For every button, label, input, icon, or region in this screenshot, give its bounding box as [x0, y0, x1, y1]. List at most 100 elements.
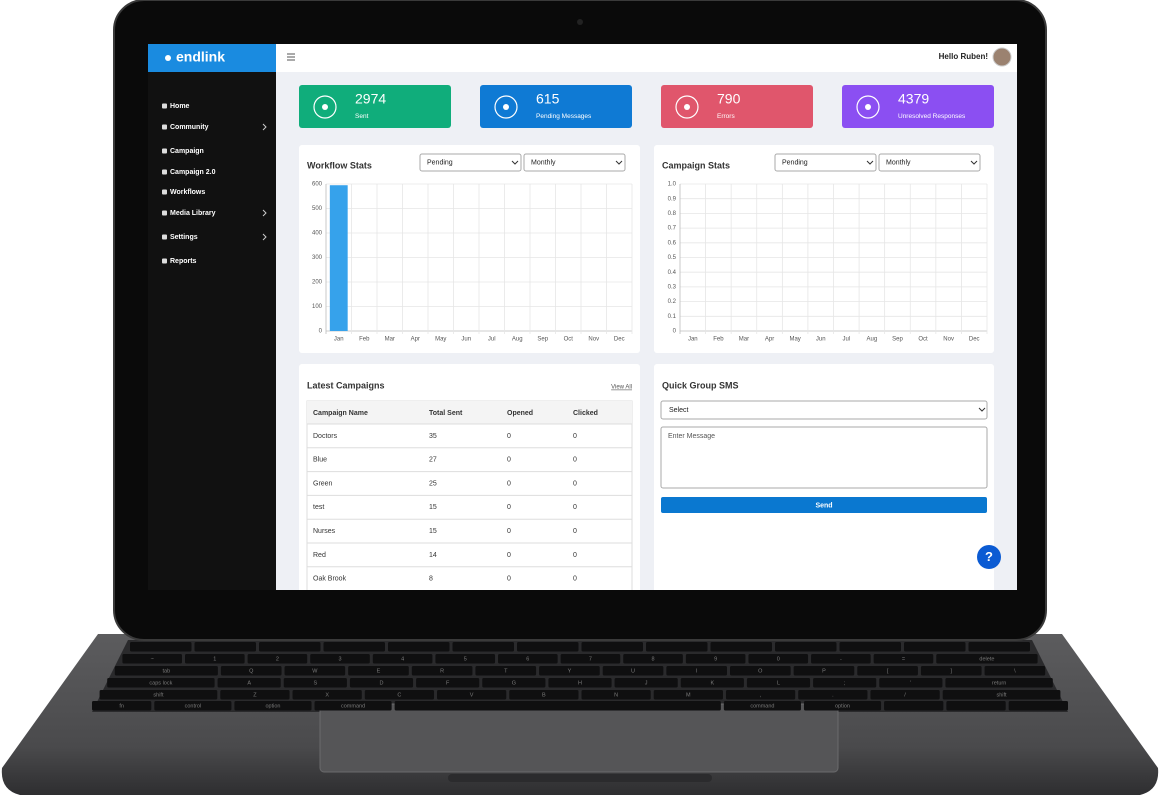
key[interactable] [798, 690, 868, 700]
key[interactable] [748, 654, 809, 664]
key[interactable] [247, 654, 308, 664]
key[interactable] [217, 678, 281, 688]
key[interactable] [482, 678, 546, 688]
key[interactable] [539, 666, 600, 676]
nav-item[interactable]: Media Library [170, 210, 216, 217]
key[interactable] [646, 642, 708, 652]
key[interactable] [793, 666, 855, 676]
nav-item[interactable]: Community [170, 124, 209, 131]
send-button[interactable] [661, 497, 987, 513]
key[interactable] [314, 701, 392, 711]
chart-filter[interactable] [878, 153, 981, 172]
key[interactable] [710, 642, 773, 652]
key[interactable] [349, 678, 414, 688]
key[interactable] [879, 678, 943, 688]
key[interactable] [857, 666, 918, 676]
key[interactable] [114, 666, 218, 676]
key[interactable] [220, 666, 282, 676]
key[interactable] [870, 690, 940, 700]
key[interactable] [746, 678, 811, 688]
key[interactable] [259, 642, 321, 652]
key[interactable] [372, 654, 433, 664]
key[interactable] [602, 666, 664, 676]
key[interactable] [723, 701, 801, 711]
avatar[interactable] [992, 47, 1012, 67]
key[interactable] [517, 642, 579, 652]
key[interactable] [946, 701, 1006, 711]
key[interactable] [292, 690, 362, 700]
key[interactable] [234, 701, 312, 711]
key[interactable] [364, 690, 435, 700]
key[interactable] [348, 666, 409, 676]
key[interactable] [452, 642, 515, 652]
group-select[interactable] [660, 400, 988, 420]
key[interactable] [623, 654, 683, 664]
key[interactable] [839, 642, 902, 652]
key[interactable] [283, 678, 347, 688]
key[interactable] [388, 642, 450, 652]
key[interactable] [813, 678, 877, 688]
chart-filter[interactable] [523, 153, 626, 172]
nav-item[interactable]: Home [170, 103, 190, 110]
view-all-link[interactable]: View All [611, 385, 632, 391]
key[interactable] [775, 642, 837, 652]
key[interactable] [284, 666, 346, 676]
nav-item[interactable]: Campaign [170, 148, 204, 155]
brand[interactable]: endlink [176, 49, 225, 65]
key[interactable] [92, 701, 152, 711]
key[interactable] [666, 666, 728, 676]
nav-item[interactable]: Settings [170, 234, 198, 241]
key[interactable] [984, 666, 1046, 676]
key[interactable] [437, 690, 507, 700]
stat-card[interactable] [299, 85, 451, 128]
key[interactable] [873, 654, 934, 664]
key[interactable] [394, 701, 721, 711]
key[interactable] [498, 654, 558, 664]
key[interactable] [107, 678, 215, 688]
key[interactable] [475, 666, 537, 676]
key[interactable] [936, 654, 1038, 664]
key[interactable] [680, 678, 744, 688]
key[interactable] [411, 666, 473, 676]
help-button[interactable] [977, 545, 1001, 569]
key[interactable] [154, 701, 232, 711]
stat-card[interactable] [842, 85, 994, 128]
key[interactable] [725, 690, 796, 700]
nav-item[interactable]: Campaign 2.0 [170, 169, 216, 176]
key[interactable] [730, 666, 791, 676]
key[interactable] [548, 678, 612, 688]
key[interactable] [653, 690, 723, 700]
key[interactable] [1008, 701, 1068, 711]
stat-card[interactable] [480, 85, 632, 128]
message-input[interactable] [660, 426, 988, 489]
key[interactable] [194, 642, 257, 652]
nav-item[interactable]: Reports [170, 258, 197, 265]
key[interactable] [416, 678, 480, 688]
key[interactable] [968, 642, 1031, 652]
key[interactable] [310, 654, 370, 664]
key[interactable] [581, 642, 644, 652]
key[interactable] [685, 654, 746, 664]
key[interactable] [435, 654, 496, 664]
key[interactable] [323, 642, 386, 652]
key[interactable] [185, 654, 245, 664]
chart-filter[interactable] [419, 153, 522, 172]
menu-toggle[interactable] [287, 53, 295, 61]
key[interactable] [99, 690, 218, 700]
key[interactable] [560, 654, 621, 664]
key[interactable] [122, 654, 183, 664]
key[interactable] [803, 701, 882, 711]
key[interactable] [220, 690, 290, 700]
key[interactable] [130, 642, 192, 652]
key[interactable] [811, 654, 871, 664]
stat-card[interactable] [661, 85, 813, 128]
key[interactable] [614, 678, 678, 688]
nav-item[interactable]: Workflows [170, 189, 205, 196]
key[interactable] [945, 678, 1053, 688]
key[interactable] [581, 690, 651, 700]
key[interactable] [942, 690, 1061, 700]
key[interactable] [509, 690, 579, 700]
chart-filter[interactable] [774, 153, 877, 172]
key[interactable] [904, 642, 966, 652]
key[interactable] [884, 701, 944, 711]
